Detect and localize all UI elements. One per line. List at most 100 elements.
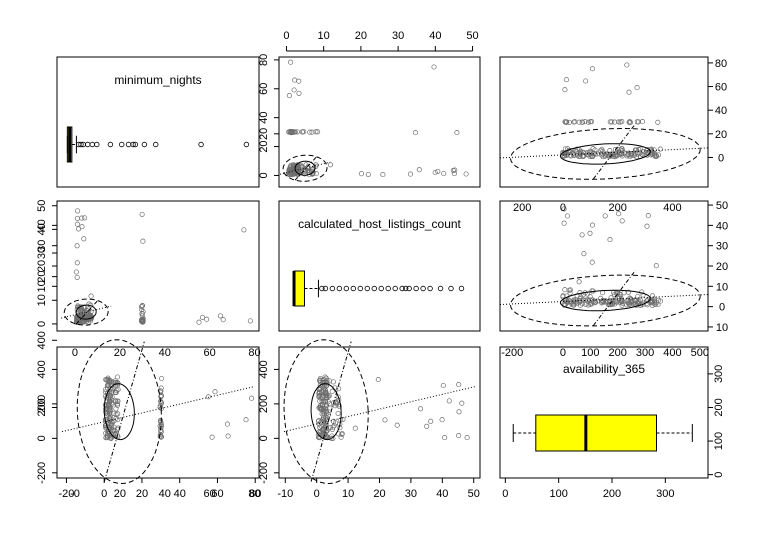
axis-tick-label: 20 bbox=[715, 129, 727, 141]
axis-tick-label-overlap: 40 bbox=[159, 488, 171, 500]
scatter-point bbox=[606, 302, 612, 308]
axis-tick-label: 60 bbox=[211, 488, 223, 500]
scatter-point bbox=[288, 171, 295, 177]
scatter-point bbox=[624, 62, 630, 68]
scatter-point bbox=[564, 213, 570, 219]
lowess-line bbox=[592, 123, 636, 180]
axis-tick-label: 40 bbox=[429, 30, 441, 42]
scatter-point bbox=[563, 77, 569, 83]
scatter-point bbox=[103, 377, 110, 383]
scatter-point bbox=[600, 148, 606, 154]
scatter-point bbox=[579, 119, 585, 125]
axis-tick-label: 10 bbox=[342, 488, 354, 500]
scatter-point bbox=[572, 148, 578, 154]
scatter-point bbox=[316, 378, 323, 384]
scatter-point bbox=[590, 154, 596, 160]
axis-tick-label-overlap: 80 bbox=[248, 488, 260, 500]
scatter-point bbox=[564, 119, 570, 125]
scatter-point bbox=[291, 87, 297, 93]
scatter-point bbox=[323, 392, 329, 398]
scatter-point bbox=[315, 129, 321, 135]
axis-tick-label: -10 bbox=[277, 488, 293, 500]
scatter-point bbox=[109, 394, 115, 400]
axis-tick-label: 40 bbox=[174, 488, 186, 500]
scatter-point bbox=[158, 394, 164, 400]
scatter-point bbox=[74, 319, 80, 325]
scatter-point bbox=[324, 378, 330, 384]
scatter-point bbox=[375, 377, 381, 383]
scatter-point bbox=[299, 129, 305, 135]
axis-tick-label: 80 bbox=[248, 347, 260, 359]
scatter-point bbox=[562, 87, 568, 93]
scatter-point bbox=[456, 409, 462, 415]
axis-tick-label: 40 bbox=[36, 223, 48, 235]
axis-tick-label: 300 bbox=[656, 488, 674, 500]
diagonal-label: minimum_nights bbox=[114, 73, 201, 87]
scatter-point bbox=[157, 431, 163, 437]
ellipse-50 bbox=[75, 304, 97, 320]
lowess-line bbox=[592, 270, 636, 326]
scatter-point bbox=[107, 398, 113, 404]
scatter-point bbox=[307, 129, 313, 135]
scatter-point bbox=[287, 129, 293, 135]
scatter-point bbox=[452, 167, 458, 173]
scatter-point bbox=[107, 414, 113, 420]
scatter-point bbox=[322, 387, 328, 393]
axis-tick-label: 80 bbox=[249, 488, 261, 500]
scatter-point bbox=[618, 297, 625, 303]
scatter-point bbox=[463, 171, 469, 177]
axis-tick-label: 40 bbox=[436, 488, 448, 500]
scatter-point bbox=[644, 223, 650, 229]
axis-tick-label: 400 bbox=[663, 202, 681, 214]
scatter-point bbox=[321, 407, 327, 413]
box-availability_365 bbox=[535, 414, 658, 452]
ellipse-95 bbox=[282, 154, 328, 182]
scatter-point bbox=[74, 274, 80, 280]
axis-tick-label: 10 bbox=[36, 294, 48, 306]
lowess-line bbox=[294, 155, 318, 181]
axis-tick-label: 0 bbox=[72, 347, 78, 359]
scatter-point bbox=[602, 213, 608, 219]
scatter-point bbox=[292, 129, 298, 135]
scatter-point bbox=[440, 382, 446, 389]
scatter-point bbox=[639, 119, 646, 125]
scatter-point bbox=[112, 399, 119, 405]
scatter-point bbox=[103, 409, 109, 415]
scatter-point bbox=[290, 162, 296, 168]
axis-tick-label: 30 bbox=[716, 241, 728, 253]
scatter-point bbox=[332, 403, 338, 409]
outlier-point bbox=[427, 285, 433, 292]
axis-tick-label: 0 bbox=[560, 202, 566, 214]
outlier-point bbox=[385, 285, 391, 292]
scatter-point bbox=[616, 211, 622, 217]
outlier-point bbox=[243, 141, 250, 148]
scatter-point bbox=[607, 237, 613, 243]
scatter-point bbox=[81, 319, 87, 325]
ellipse-95 bbox=[509, 274, 701, 327]
scatter-point bbox=[459, 400, 465, 406]
scatter-point bbox=[652, 152, 658, 158]
outlier-point bbox=[357, 285, 364, 292]
outlier-point bbox=[364, 285, 370, 292]
axis-tick-label: 60 bbox=[203, 347, 215, 359]
box-calculated_host_listings_count bbox=[293, 270, 305, 307]
axis-tick-label: 40 bbox=[159, 347, 171, 359]
scatter-point bbox=[464, 435, 470, 441]
scatter-point bbox=[649, 293, 656, 299]
scatter-point bbox=[109, 420, 115, 426]
scatter-point bbox=[582, 119, 588, 125]
ellipse-50 bbox=[559, 143, 651, 165]
axis-tick-label-overlap: 10 bbox=[36, 280, 48, 292]
outlier-point bbox=[319, 285, 325, 292]
scatter-point bbox=[114, 374, 120, 380]
scatter-point bbox=[241, 227, 247, 233]
scatter-point bbox=[331, 423, 337, 429]
scatter-point bbox=[286, 171, 292, 177]
scatter-point bbox=[140, 238, 146, 244]
scatter-point bbox=[139, 303, 146, 309]
scatter-point bbox=[418, 406, 424, 412]
outlier-point bbox=[371, 285, 377, 292]
scatter-point bbox=[139, 311, 145, 317]
scatter-point bbox=[318, 423, 324, 429]
outlier-point bbox=[413, 285, 419, 292]
